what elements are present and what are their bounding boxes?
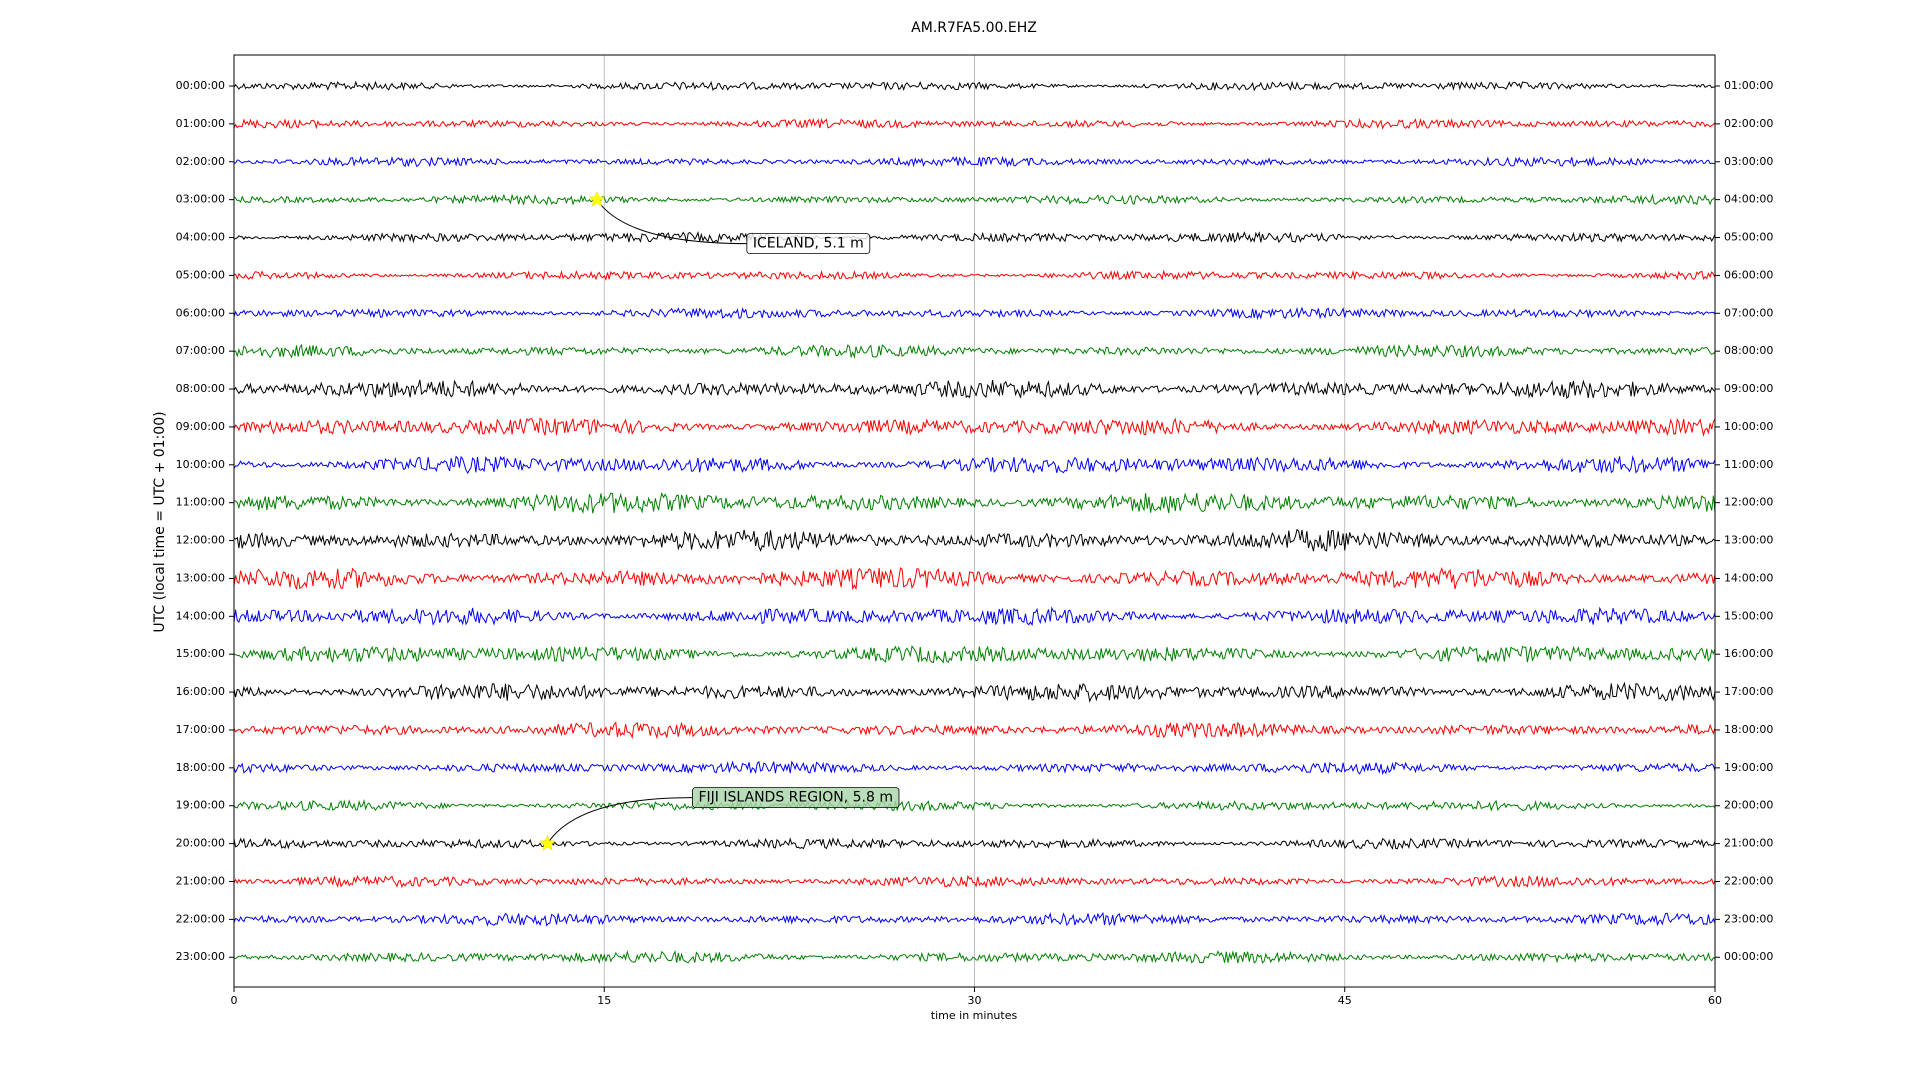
trace <box>233 343 1716 359</box>
y-tick-label: 00:00:00 <box>176 79 225 92</box>
x-tick-label: 30 <box>968 994 982 1007</box>
y-tick-label: 05:00:00 <box>176 268 225 281</box>
trace <box>233 455 1716 474</box>
trace <box>233 760 1716 775</box>
x-tick-label: 15 <box>597 994 611 1007</box>
y-tick-label: 16:00:00 <box>176 685 225 698</box>
y2-tick-label: 19:00:00 <box>1724 761 1773 774</box>
y-tick-label: 01:00:00 <box>176 117 225 130</box>
y2-tick-label: 16:00:00 <box>1724 647 1773 660</box>
grid <box>233 55 1716 987</box>
y2-tick-label: 10:00:00 <box>1724 420 1773 433</box>
y2-tick-label: 04:00:00 <box>1724 193 1773 206</box>
trace <box>233 80 1716 92</box>
y2-tick-label: 23:00:00 <box>1724 912 1773 925</box>
annotation-arrow <box>547 797 693 844</box>
y2-tick-label: 03:00:00 <box>1724 155 1773 168</box>
trace <box>233 306 1716 321</box>
annotation-box <box>692 787 900 808</box>
y-tick-label: 19:00:00 <box>176 799 225 812</box>
y-tick-label: 07:00:00 <box>176 344 225 357</box>
y2-tick-label: 06:00:00 <box>1724 268 1773 281</box>
x-tick-label: 0 <box>231 994 238 1007</box>
y2-tick-label: 17:00:00 <box>1724 685 1773 698</box>
y2-tick-label: 00:00:00 <box>1724 950 1773 963</box>
y-tick-label: 10:00:00 <box>176 458 225 471</box>
y-tick-label: 23:00:00 <box>176 950 225 963</box>
trace <box>233 379 1716 400</box>
x-tick-label: 45 <box>1338 994 1352 1007</box>
y-tick-label: 04:00:00 <box>176 231 225 244</box>
trace <box>233 230 1716 244</box>
trace <box>233 874 1716 889</box>
y-tick-label: 20:00:00 <box>176 837 225 850</box>
annotation-text: ICELAND, 5.1 m <box>753 236 864 252</box>
x-tick-label: 60 <box>1708 994 1722 1007</box>
trace <box>233 566 1716 591</box>
y-tick-label: 15:00:00 <box>176 647 225 660</box>
chart-title: AM.R7FA5.00.EHZ <box>911 20 1037 36</box>
trace <box>233 117 1716 130</box>
trace <box>233 644 1716 664</box>
y-tick-label: 02:00:00 <box>176 155 225 168</box>
trace <box>233 721 1716 740</box>
y2-tick-label: 01:00:00 <box>1724 79 1773 92</box>
y-tick-label: 09:00:00 <box>176 420 225 433</box>
y-tick-label: 21:00:00 <box>176 874 225 887</box>
y-tick-label: 13:00:00 <box>176 571 225 584</box>
y2-tick-label: 08:00:00 <box>1724 344 1773 357</box>
event-marker <box>539 834 556 851</box>
traces <box>233 80 1716 964</box>
trace <box>233 606 1716 627</box>
y-tick-label: 12:00:00 <box>176 534 225 547</box>
y-tick-label: 03:00:00 <box>176 193 225 206</box>
x-axis-label: time in minutes <box>931 1009 1018 1022</box>
event-marker <box>588 190 606 207</box>
y2-tick-label: 02:00:00 <box>1724 117 1773 130</box>
annotation-text: FIJI ISLANDS REGION, 5.8 m <box>698 790 893 806</box>
y-tick-label: 14:00:00 <box>176 609 225 622</box>
y-tick-label: 06:00:00 <box>176 306 225 319</box>
y2-tick-label: 12:00:00 <box>1724 496 1773 509</box>
y2-tick-label: 09:00:00 <box>1724 382 1773 395</box>
y2-tick-label: 21:00:00 <box>1724 837 1773 850</box>
trace <box>233 528 1716 552</box>
y2-tick-label: 15:00:00 <box>1724 609 1773 622</box>
trace <box>233 798 1716 812</box>
y2-tick-label: 22:00:00 <box>1724 874 1773 887</box>
trace <box>233 837 1716 850</box>
y-tick-label: 18:00:00 <box>176 761 225 774</box>
trace <box>233 681 1716 703</box>
labels: 0 15 30 45 60 00:00:00 01:00:00 01:00:00 02:00:0… <box>176 79 1774 1007</box>
y-axis-label: UTC (local time = UTC + 01:00) <box>152 411 168 632</box>
y2-tick-label: 05:00:00 <box>1724 231 1773 244</box>
trace <box>233 911 1716 927</box>
trace <box>233 155 1716 168</box>
trace <box>233 949 1716 964</box>
y2-tick-label: 07:00:00 <box>1724 306 1773 319</box>
y2-tick-label: 20:00:00 <box>1724 799 1773 812</box>
y-tick-label: 11:00:00 <box>176 496 225 509</box>
trace <box>233 491 1716 515</box>
y2-tick-label: 13:00:00 <box>1724 534 1773 547</box>
y2-tick-label: 11:00:00 <box>1724 458 1773 471</box>
annotation-box <box>746 233 871 255</box>
trace <box>233 417 1716 437</box>
trace <box>233 193 1716 206</box>
y-tick-label: 17:00:00 <box>176 723 225 736</box>
y2-tick-label: 18:00:00 <box>1724 723 1773 736</box>
annotation-arrow <box>596 199 747 245</box>
y-tick-label: 22:00:00 <box>176 912 225 925</box>
trace <box>233 269 1716 281</box>
y2-tick-label: 14:00:00 <box>1724 571 1773 584</box>
y-tick-label: 08:00:00 <box>176 382 225 395</box>
